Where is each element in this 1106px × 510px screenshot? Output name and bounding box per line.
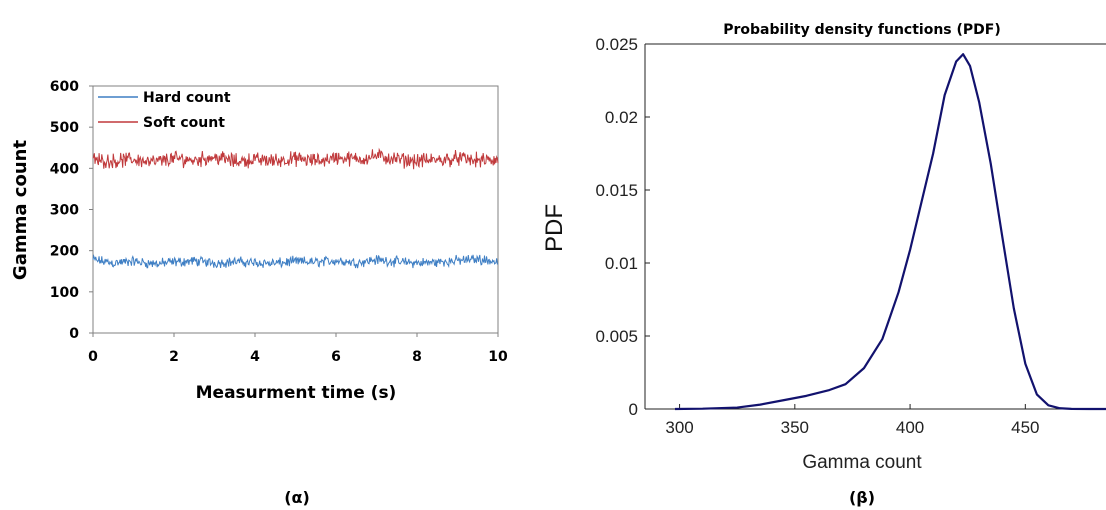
beta-series-layer [674, 53, 1106, 411]
beta-y-tick-label: 0.025 [595, 35, 638, 54]
alpha-series-line-hard [92, 254, 499, 269]
alpha-x-tick-label: 10 [488, 349, 508, 365]
alpha-y-tick-label: 200 [50, 244, 79, 260]
alpha-panel-label: (α) [284, 488, 310, 507]
alpha-x-tick-label: 2 [169, 349, 179, 365]
beta-x-axis-label: Gamma count [802, 452, 922, 473]
alpha-x-tick-label: 8 [412, 349, 422, 365]
beta-y-ticks: 0 0.005 0.01 0.015 0.02 0.025 [595, 35, 650, 419]
alpha-series-layer [92, 147, 499, 269]
alpha-x-axis-label: Measurment time (s) [196, 383, 397, 403]
alpha-y-tick-label: 600 [50, 79, 79, 95]
beta-x-tick-label: 350 [781, 418, 809, 437]
beta-y-tick-label: 0.005 [595, 327, 638, 346]
legend-label-hard: Hard count [143, 90, 231, 106]
beta-y-tick-label: 0.015 [595, 181, 638, 200]
beta-x-ticks: 300 350 400 450 [665, 404, 1040, 437]
alpha-y-tick-label: 400 [50, 161, 79, 177]
beta-y-axis-label: PDF [541, 204, 568, 252]
alpha-x-tick-label: 4 [250, 349, 260, 365]
beta-x-tick-label: 400 [896, 418, 924, 437]
alpha-y-ticks: 0 100 200 300 400 500 600 [50, 79, 93, 342]
alpha-x-ticks: 0 2 4 6 8 10 [88, 333, 508, 365]
beta-y-tick-label: 0.02 [605, 108, 638, 127]
chart-alpha: 0 100 200 300 400 500 600 0 2 4 6 8 10 Hard count S… [10, 79, 508, 507]
beta-pdf-curve [674, 53, 1106, 411]
alpha-y-tick-label: 100 [50, 285, 79, 301]
alpha-x-tick-label: 0 [88, 349, 98, 365]
chart-beta: Probability density functions (PDF) 0 0.0… [541, 22, 1106, 507]
alpha-y-tick-label: 300 [50, 203, 79, 219]
beta-title: Probability density functions (PDF) [723, 22, 1001, 38]
beta-x-tick-label: 300 [665, 418, 693, 437]
alpha-x-tick-label: 6 [331, 349, 341, 365]
beta-y-tick-label: 0 [629, 400, 638, 419]
alpha-legend: Hard count Soft count [98, 90, 231, 131]
legend-label-soft: Soft count [143, 115, 225, 131]
alpha-y-axis-label: Gamma count [10, 140, 31, 281]
beta-panel-label: (β) [849, 488, 875, 507]
alpha-y-tick-label: 500 [50, 120, 79, 136]
beta-y-tick-label: 0.01 [605, 254, 638, 273]
alpha-series-line-soft [92, 147, 499, 170]
beta-x-tick-label: 450 [1011, 418, 1039, 437]
alpha-y-tick-label: 0 [69, 326, 79, 342]
